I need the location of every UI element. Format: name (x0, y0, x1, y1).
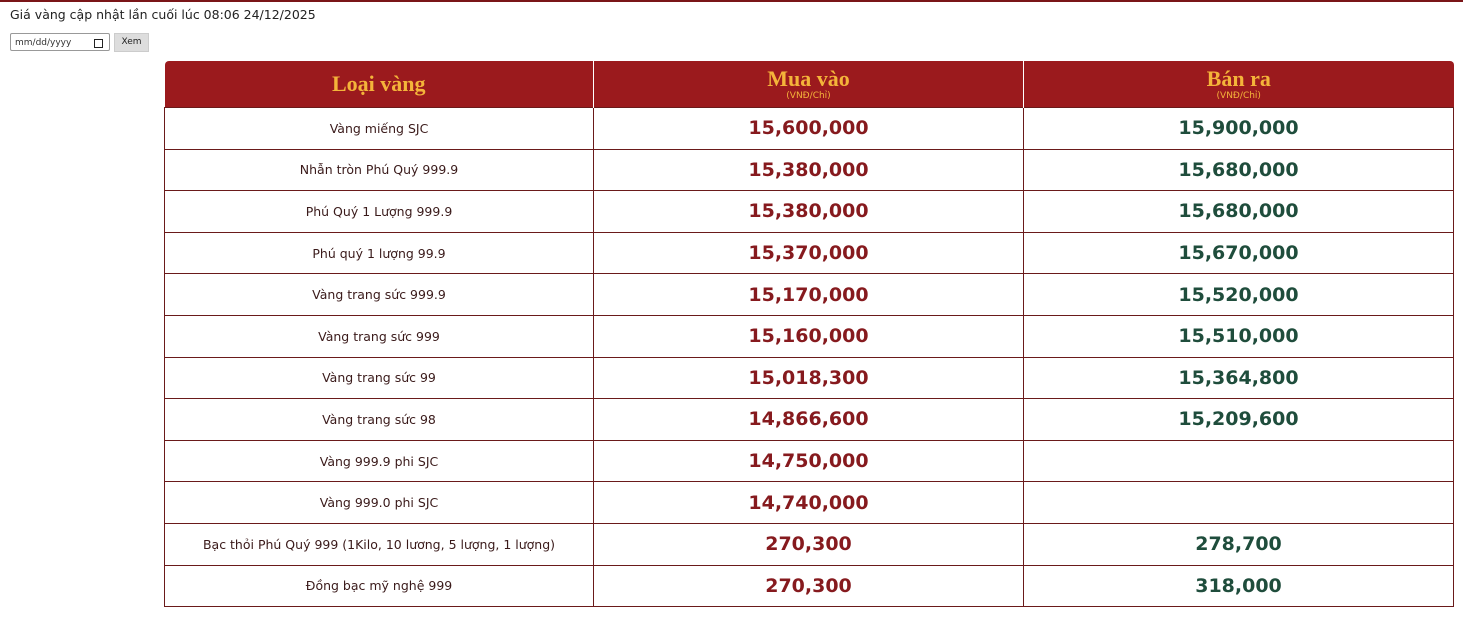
calendar-icon[interactable] (94, 39, 103, 48)
gold-type: Phú quý 1 lượng 99.9 (164, 231, 594, 275)
table-row: Vàng miếng SJC 15,600,000 15,900,000 (164, 107, 1454, 150)
gold-type: Vàng 999.9 phi SJC (164, 439, 594, 483)
gold-type: Bạc thỏi Phú Quý 999 (1Kilo, 10 lương, 5… (164, 522, 594, 566)
sell-price: 15,510,000 (1023, 314, 1454, 358)
buy-price: 270,300 (593, 564, 1024, 608)
gold-type: Nhẫn tròn Phú Quý 999.9 (164, 148, 594, 192)
sell-price: 15,364,800 (1023, 356, 1454, 400)
date-input[interactable]: mm/dd/yyyy (10, 33, 110, 51)
buy-price: 14,740,000 (593, 481, 1024, 524)
sell-price: 15,900,000 (1023, 107, 1454, 150)
sell-price: 278,700 (1023, 522, 1454, 566)
column-title: Loại vàng (331, 71, 426, 96)
column-title: Mua vào (767, 65, 850, 91)
table-row: Phú Quý 1 Lượng 999.9 15,380,000 15,680,00… (164, 190, 1454, 233)
table-row: Phú quý 1 lượng 99.9 15,370,000 15,670,000 (164, 231, 1454, 275)
sell-price (1023, 481, 1454, 524)
column-title: Bán ra (1206, 65, 1271, 91)
table-row: Vàng 999.9 phi SJC 14,750,000 (164, 439, 1454, 483)
table-row: Vàng trang sức 999.9 15,170,000 15,520,000 (164, 273, 1454, 316)
sell-price: 15,670,000 (1023, 231, 1454, 275)
table-row: Đồng bạc mỹ nghệ 999 270,300 318,000 (164, 564, 1454, 608)
date-placeholder: mm/dd/yyyy (15, 38, 72, 48)
gold-type: Vàng trang sức 99 (164, 356, 594, 400)
sell-price (1023, 439, 1454, 483)
gold-type: Phú Quý 1 Lượng 999.9 (164, 190, 594, 233)
column-header: Mua vào (VNĐ/Chỉ) (593, 61, 1024, 108)
gold-type: Vàng 999.0 phi SJC (164, 481, 594, 524)
table-row: Vàng trang sức 999 15,160,000 15,510,000 (164, 314, 1454, 358)
gold-type: Vàng trang sức 999 (164, 314, 594, 358)
column-header: Bán ra (VNĐ/Chỉ) (1023, 61, 1454, 108)
sell-price: 318,000 (1023, 564, 1454, 608)
buy-price: 14,750,000 (593, 439, 1024, 483)
sell-price: 15,209,600 (1023, 398, 1454, 441)
gold-type: Vàng miếng SJC (164, 107, 594, 150)
price-table: Loại vàng Mua vào (VNĐ/Chỉ) Bán ra (VNĐ/Chỉ)… (164, 61, 1454, 608)
gold-type: Đồng bạc mỹ nghệ 999 (164, 564, 594, 608)
table-row: Bạc thỏi Phú Quý 999 (1Kilo, 10 lương, 5… (164, 522, 1454, 566)
update-text: Giá vàng cập nhật lần cuối lúc 08:06 24/… (10, 7, 316, 22)
table-row: Vàng trang sức 98 14,866,600 15,209,600 (164, 398, 1454, 441)
gold-type: Vàng trang sức 98 (164, 398, 594, 441)
column-unit: (VNĐ/Chỉ) (1216, 90, 1261, 101)
buy-price: 15,370,000 (593, 231, 1024, 275)
sell-price: 15,680,000 (1023, 148, 1454, 192)
column-header: Loại vàng (164, 61, 594, 108)
buy-price: 15,600,000 (593, 107, 1024, 150)
buy-price: 15,018,300 (593, 356, 1024, 400)
table-row: Vàng trang sức 99 15,018,300 15,364,800 (164, 356, 1454, 400)
buy-price: 15,380,000 (593, 190, 1024, 233)
column-unit: (VNĐ/Chỉ) (786, 90, 831, 101)
buy-price: 14,866,600 (593, 398, 1024, 441)
view-button[interactable]: Xem (114, 33, 149, 52)
buy-price: 15,380,000 (593, 148, 1024, 192)
buy-price: 15,160,000 (593, 314, 1024, 358)
buy-price: 15,170,000 (593, 273, 1024, 316)
table-row: Vàng 999.0 phi SJC 14,740,000 (164, 481, 1454, 524)
gold-type: Vàng trang sức 999.9 (164, 273, 594, 316)
top-bar (0, 0, 1463, 2)
buy-price: 270,300 (593, 522, 1024, 566)
sell-price: 15,680,000 (1023, 190, 1454, 233)
table-row: Nhẫn tròn Phú Quý 999.9 15,380,000 15,680,… (164, 148, 1454, 192)
sell-price: 15,520,000 (1023, 273, 1454, 316)
